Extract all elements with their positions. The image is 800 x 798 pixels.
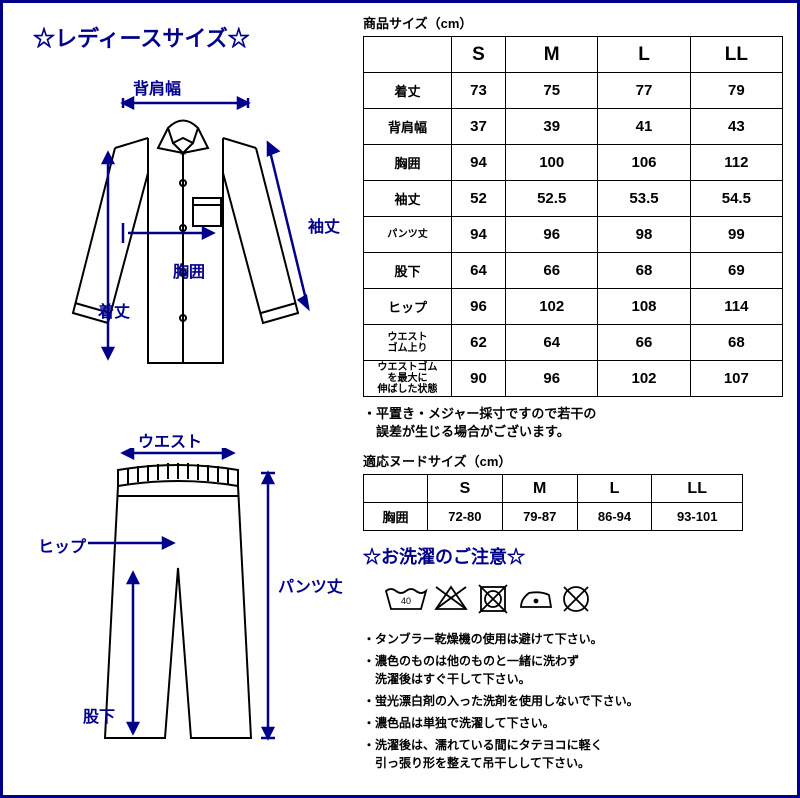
care-item: ・濃色のものは他のものと一緒に洗わず 洗濯後はすぐ干して下さい。 xyxy=(363,652,793,688)
size-cell: 66 xyxy=(506,253,598,289)
size-cell: 99 xyxy=(690,217,782,253)
size-cell: 52 xyxy=(452,181,506,217)
size-cell: 96 xyxy=(452,289,506,325)
size-cell: 102 xyxy=(598,361,690,397)
size-cell: 54.5 xyxy=(690,181,782,217)
size-cell: 90 xyxy=(452,361,506,397)
size-cell: 43 xyxy=(690,109,782,145)
size-table: SMLLL着丈73757779背肩幅37394143胸囲94100106112袖… xyxy=(363,36,783,397)
size-row-header: 股下 xyxy=(364,253,452,289)
size-col-header: LL xyxy=(690,37,782,73)
size-cell: 66 xyxy=(598,325,690,361)
size-col-header: S xyxy=(452,37,506,73)
size-cell: 79 xyxy=(690,73,782,109)
size-cell: 68 xyxy=(598,253,690,289)
size-cell: 41 xyxy=(598,109,690,145)
shirt-diagram xyxy=(53,93,343,393)
nude-cell: 72-80 xyxy=(428,503,503,531)
care-item: ・タンブラー乾燥機の使用は避けて下さい。 xyxy=(363,630,793,648)
nude-cell: 93-101 xyxy=(652,503,743,531)
size-col-header: M xyxy=(506,37,598,73)
size-row-header: ヒップ xyxy=(364,289,452,325)
size-cell: 107 xyxy=(690,361,782,397)
chest-label: 胸囲 xyxy=(173,258,205,282)
nude-col-header: L xyxy=(577,475,652,503)
size-table-title: 商品サイズ（cm） xyxy=(363,13,793,32)
nude-row-header: 胸囲 xyxy=(364,503,428,531)
inseam-label: 股下 xyxy=(83,703,115,727)
size-cell: 102 xyxy=(506,289,598,325)
size-cell: 112 xyxy=(690,145,782,181)
size-row-header: ウエストゴム を最大に 伸ばした状態 xyxy=(364,361,452,397)
svg-text:40: 40 xyxy=(401,596,411,606)
size-cell: 94 xyxy=(452,145,506,181)
size-cell: 75 xyxy=(506,73,598,109)
care-list: ・タンブラー乾燥機の使用は避けて下さい。・濃色のものは他のものと一緒に洗わず 洗… xyxy=(363,630,793,772)
size-cell: 96 xyxy=(506,217,598,253)
size-row-header: 背肩幅 xyxy=(364,109,452,145)
nude-cell: 79-87 xyxy=(502,503,577,531)
sleeve-label: 袖丈 xyxy=(308,213,340,237)
size-cell: 98 xyxy=(598,217,690,253)
nude-col-header: S xyxy=(428,475,503,503)
main-title: ☆レディースサイズ☆ xyxy=(33,21,250,53)
size-cell: 62 xyxy=(452,325,506,361)
size-cell: 100 xyxy=(506,145,598,181)
size-cell: 106 xyxy=(598,145,690,181)
size-cell: 114 xyxy=(690,289,782,325)
hip-label: ヒップ xyxy=(38,533,86,557)
size-row-header: 着丈 xyxy=(364,73,452,109)
nude-col-header: M xyxy=(502,475,577,503)
size-row-header: パンツ丈 xyxy=(364,217,452,253)
length-label: 着丈 xyxy=(98,298,130,322)
care-item: ・蛍光漂白剤の入った洗剤を使用しないで下さい。 xyxy=(363,692,793,710)
pants-diagram xyxy=(83,448,303,758)
nude-table-title: 適応ヌードサイズ（cm） xyxy=(363,451,793,470)
care-item: ・濃色品は単独で洗濯して下さい。 xyxy=(363,714,793,732)
size-row-header: 袖丈 xyxy=(364,181,452,217)
size-cell: 37 xyxy=(452,109,506,145)
nude-col-header: LL xyxy=(652,475,743,503)
size-cell: 73 xyxy=(452,73,506,109)
size-col-header: L xyxy=(598,37,690,73)
size-cell: 68 xyxy=(690,325,782,361)
care-item: ・洗濯後は、濡れている間にタテヨコに軽く 引っ張り形を整えて吊干しして下さい。 xyxy=(363,736,793,772)
size-cell: 39 xyxy=(506,109,598,145)
size-cell: 96 xyxy=(506,361,598,397)
right-column: 商品サイズ（cm） SMLLL着丈73757779背肩幅37394143胸囲94… xyxy=(363,13,793,776)
size-cell: 108 xyxy=(598,289,690,325)
size-note: ・平置き・メジャー採寸ですので若干の 誤差が生じる場合がございます。 xyxy=(363,405,793,441)
size-cell: 53.5 xyxy=(598,181,690,217)
size-cell: 52.5 xyxy=(506,181,598,217)
size-cell: 64 xyxy=(506,325,598,361)
size-cell: 69 xyxy=(690,253,782,289)
size-row-header: 胸囲 xyxy=(364,145,452,181)
pants-length-label: パンツ丈 xyxy=(278,573,343,597)
wash-title: ☆お洗濯のご注意☆ xyxy=(363,543,793,569)
nude-cell: 86-94 xyxy=(577,503,652,531)
size-cell: 94 xyxy=(452,217,506,253)
care-icons: 40 xyxy=(381,579,641,617)
size-cell: 77 xyxy=(598,73,690,109)
size-cell: 64 xyxy=(452,253,506,289)
nude-table: SMLLL胸囲72-8079-8786-9493-101 xyxy=(363,474,743,531)
size-row-header: ウエスト ゴム上り xyxy=(364,325,452,361)
